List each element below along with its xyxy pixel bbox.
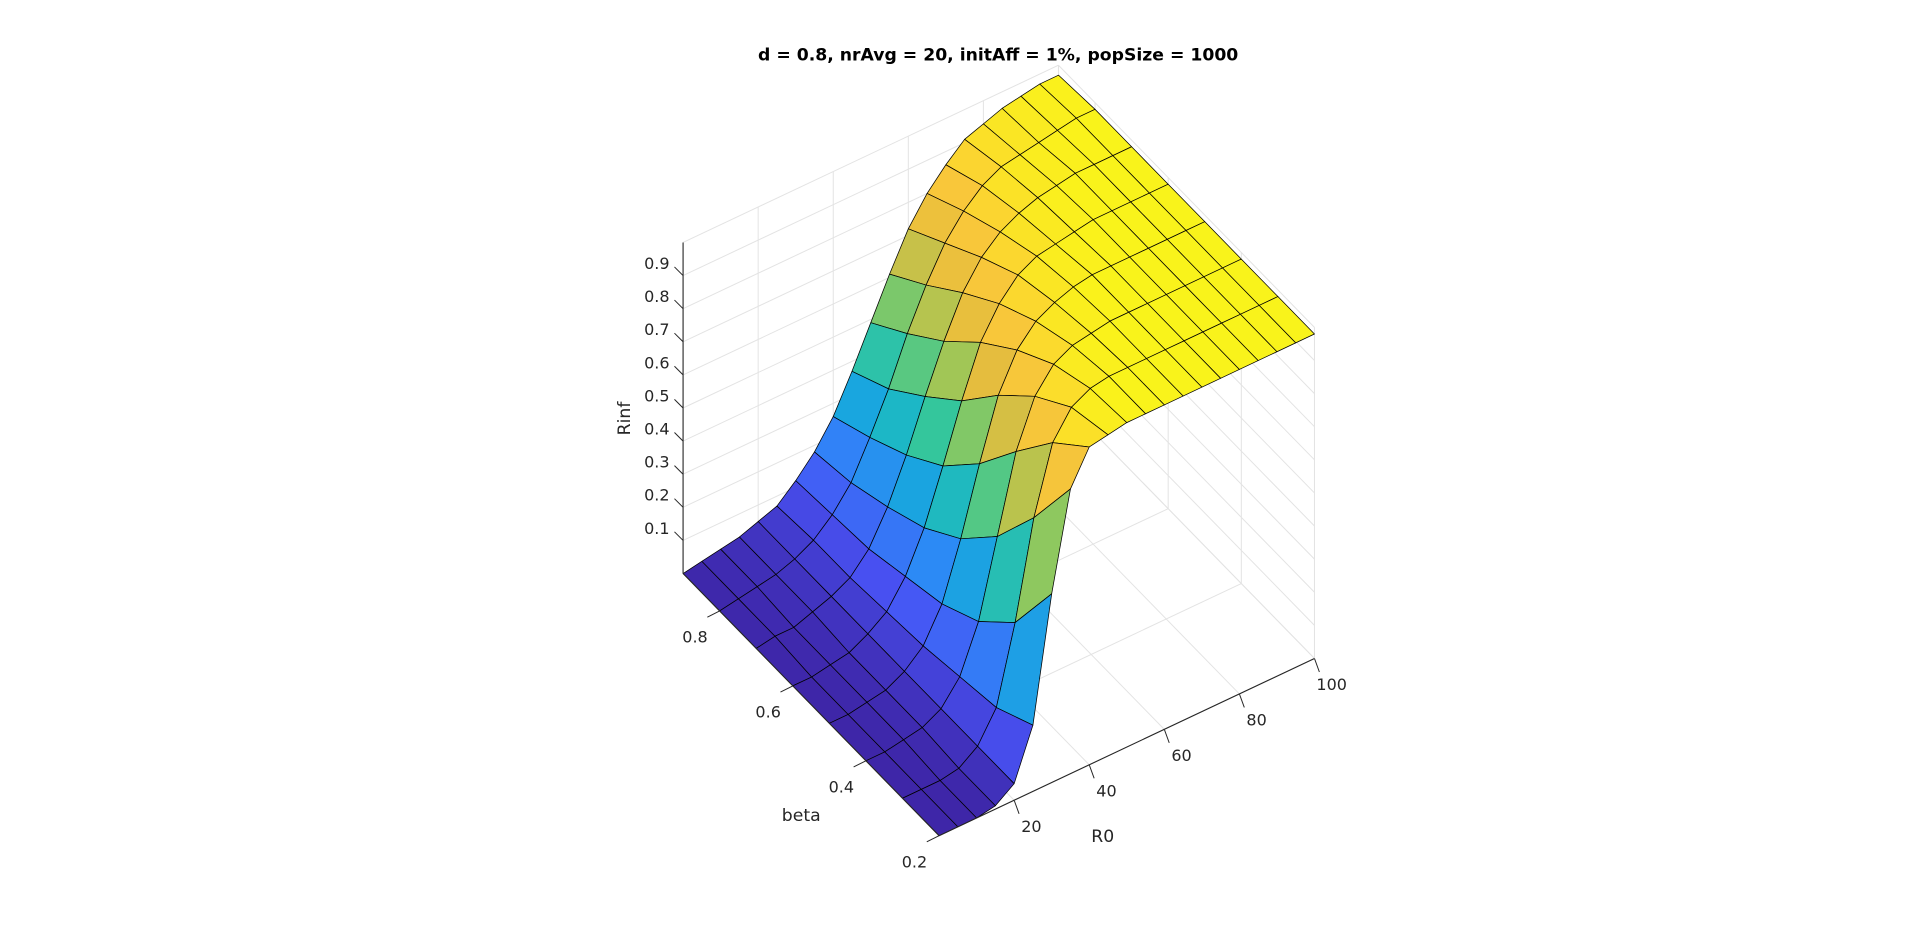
- x-tick: [1163, 729, 1170, 744]
- z-tick: [674, 465, 684, 475]
- wall-edge: [1058, 64, 1315, 328]
- y-axis: [682, 573, 940, 837]
- x-axis: [938, 657, 1315, 837]
- x-tick-label: 80: [1246, 710, 1266, 729]
- y-tick: [926, 835, 940, 843]
- z-tick: [674, 432, 684, 442]
- z-tick-label: 0.6: [644, 353, 669, 372]
- z-tick: [674, 531, 684, 541]
- y-tick-label: 0.6: [755, 702, 780, 721]
- x-axis-label: R0: [1091, 827, 1114, 847]
- z-tick-label: 0.3: [644, 453, 669, 472]
- z-tick-label: 0.1: [644, 519, 669, 538]
- z-tick: [674, 365, 684, 376]
- x-tick-label: 20: [1021, 817, 1041, 836]
- z-tick-label: 0.7: [644, 320, 669, 339]
- z-tick-label: 0.2: [644, 486, 669, 505]
- z-tick: [674, 399, 684, 409]
- z-tick: [674, 332, 684, 343]
- x-tick: [1013, 800, 1020, 814]
- z-tick-label: 0.9: [644, 254, 669, 273]
- x-tick: [1313, 658, 1320, 673]
- y-axis-label: beta: [782, 806, 821, 826]
- y-tick-label: 0.4: [829, 777, 854, 796]
- x-tick: [1238, 693, 1245, 708]
- x-tick-label: 100: [1316, 675, 1347, 694]
- z-tick-label: 0.4: [644, 420, 669, 439]
- y-tick: [707, 610, 720, 618]
- z-axis-label: Rinf: [615, 401, 635, 436]
- y-tick-label: 0.2: [902, 852, 927, 871]
- x-tick: [1088, 764, 1095, 779]
- z-tick-label: 0.8: [644, 287, 669, 306]
- wall-edge: [682, 64, 1059, 243]
- y-tick-label: 0.8: [682, 628, 707, 647]
- x-tick-label: 60: [1171, 746, 1191, 765]
- x-tick-label: 40: [1096, 781, 1116, 800]
- z-tick-label: 0.5: [644, 386, 669, 405]
- chart-title: d = 0.8, nrAvg = 20, initAff = 1%, popSi…: [758, 45, 1238, 65]
- z-tick: [674, 498, 684, 508]
- y-tick: [853, 760, 867, 768]
- grid-line: [1058, 395, 1315, 659]
- z-tick: [674, 299, 684, 310]
- z-tick: [674, 266, 684, 276]
- y-tick: [780, 685, 794, 693]
